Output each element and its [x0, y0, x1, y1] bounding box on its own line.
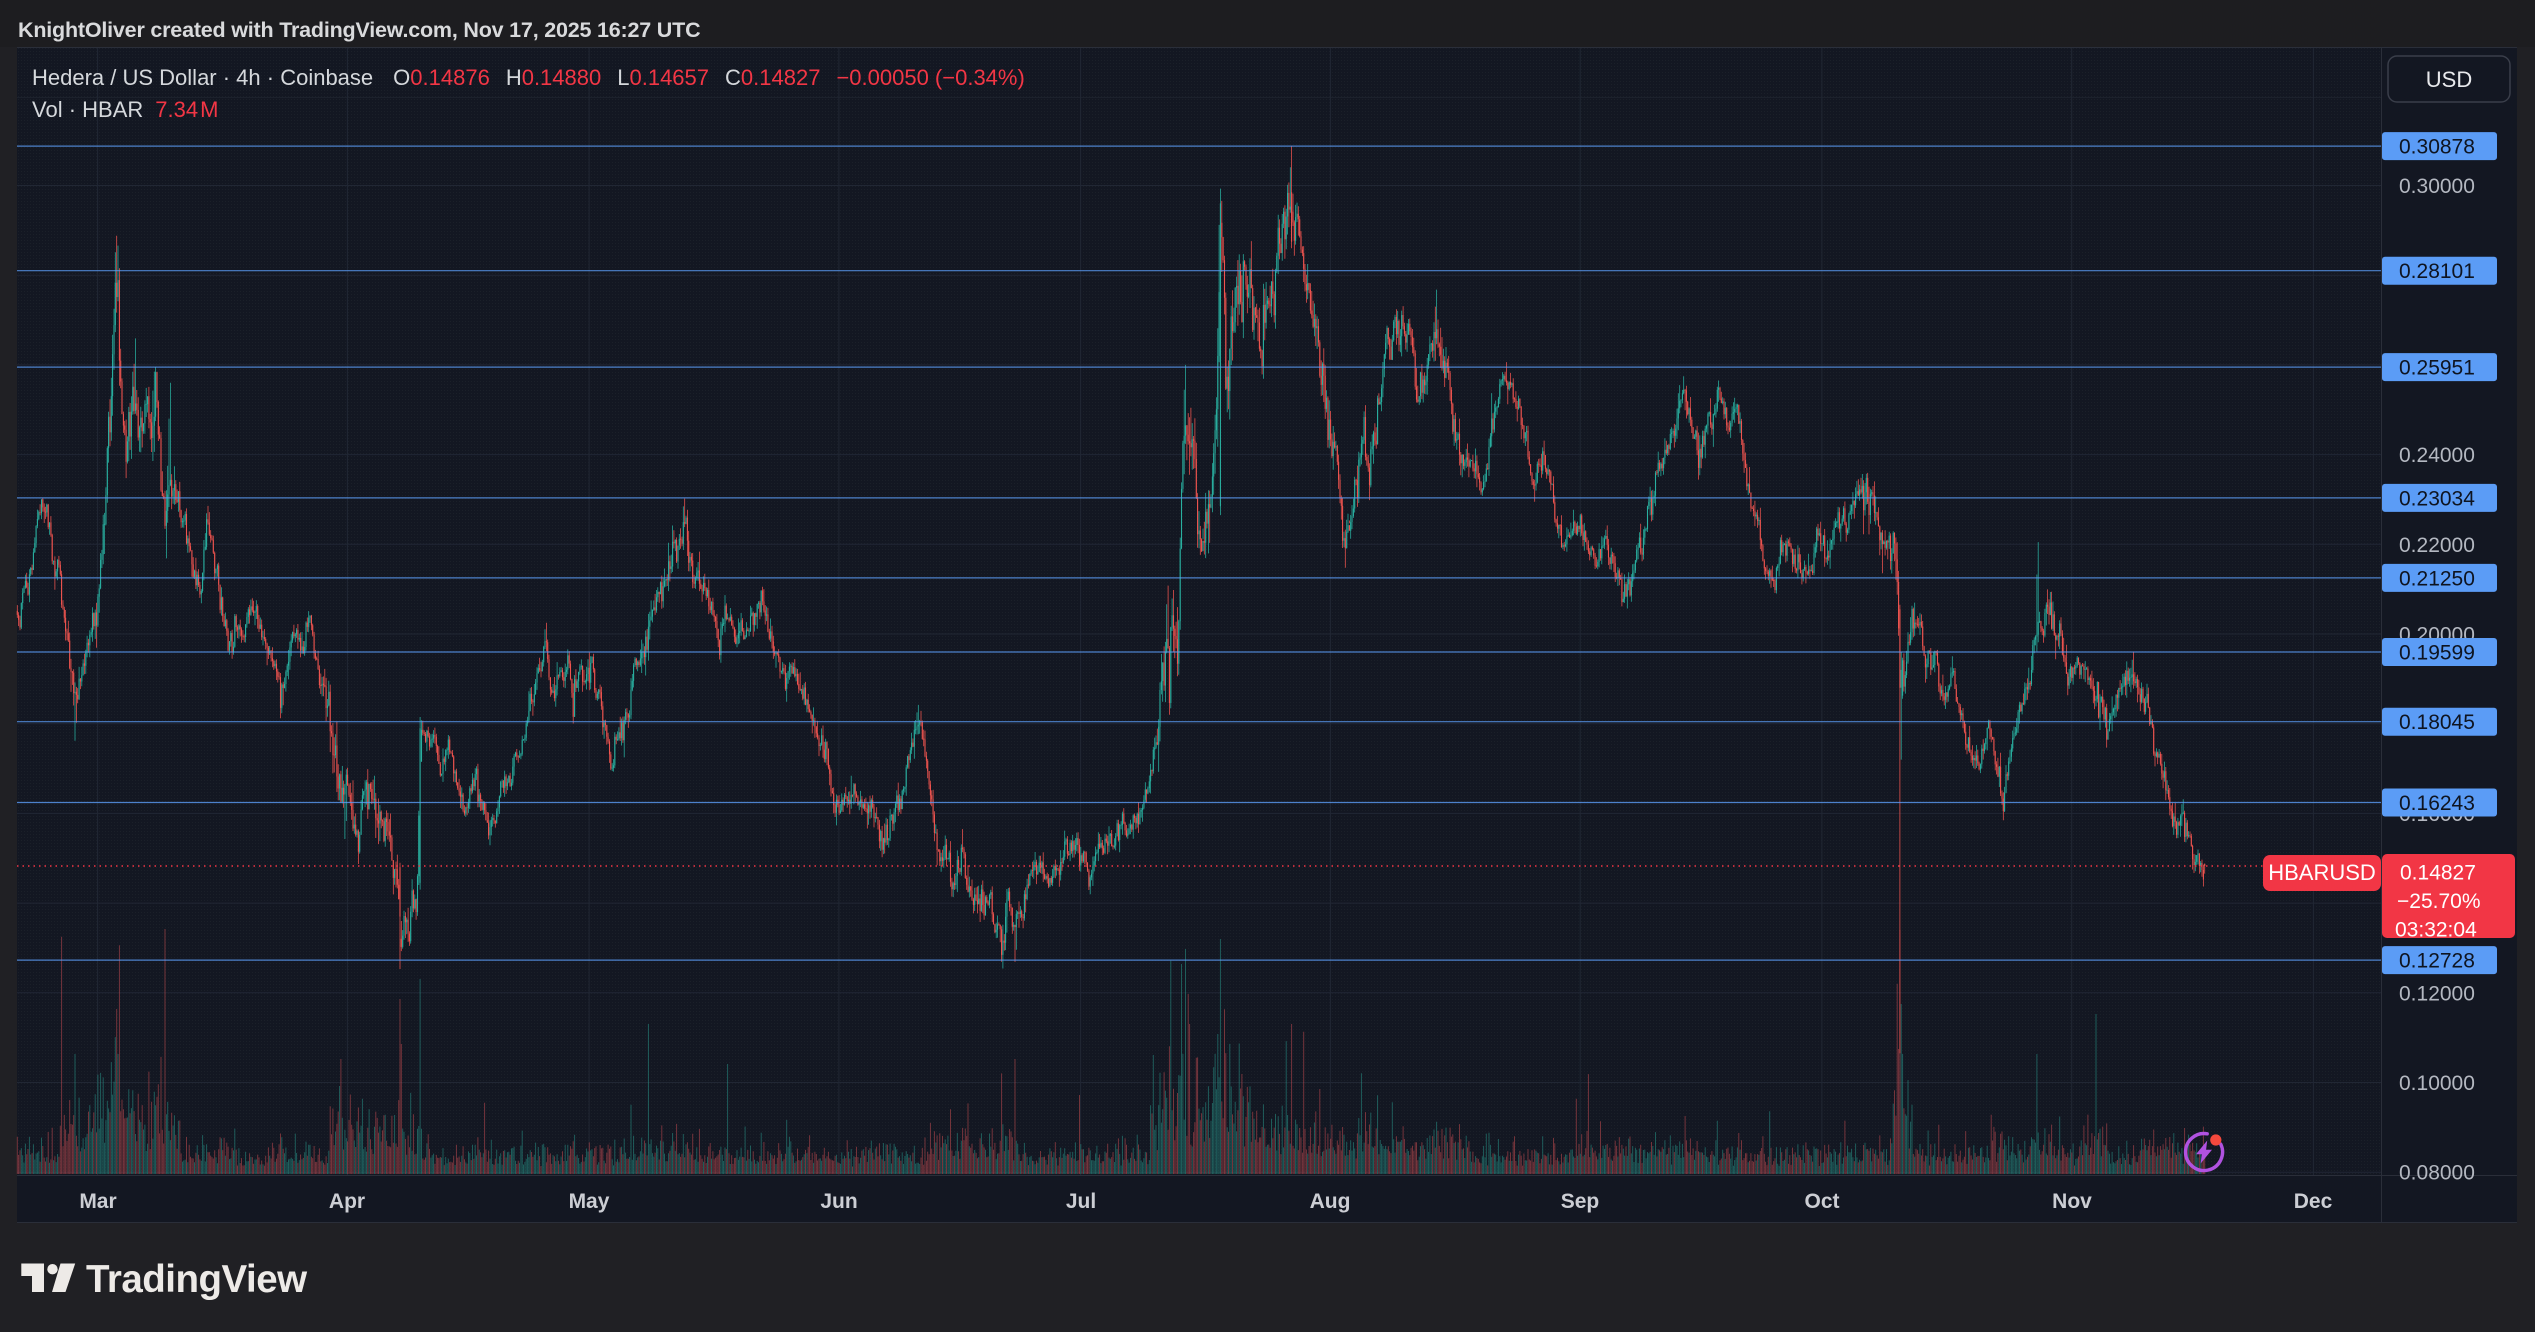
svg-text:Dec: Dec — [2294, 1190, 2333, 1213]
svg-text:USD: USD — [2426, 67, 2472, 92]
svg-text:Jul: Jul — [1066, 1190, 1096, 1213]
svg-text:0.14827: 0.14827 — [2400, 862, 2476, 885]
svg-text:0.12728: 0.12728 — [2399, 950, 2475, 973]
svg-text:−25.70%: −25.70% — [2397, 890, 2481, 913]
svg-text:0.08000: 0.08000 — [2399, 1162, 2475, 1185]
svg-text:0.12000: 0.12000 — [2399, 982, 2475, 1005]
svg-text:0.19599: 0.19599 — [2399, 642, 2475, 665]
svg-text:0.30000: 0.30000 — [2399, 175, 2475, 198]
svg-text:Jun: Jun — [820, 1190, 857, 1213]
svg-text:0.28101: 0.28101 — [2399, 260, 2475, 283]
svg-text:0.10000: 0.10000 — [2399, 1072, 2475, 1095]
svg-text:03:32:04: 03:32:04 — [2395, 919, 2477, 942]
svg-text:0.16243: 0.16243 — [2399, 792, 2475, 815]
svg-text:Nov: Nov — [2052, 1190, 2092, 1213]
svg-text:0.18045: 0.18045 — [2399, 711, 2475, 734]
svg-text:Aug: Aug — [1310, 1190, 1351, 1213]
svg-text:Mar: Mar — [79, 1190, 116, 1213]
svg-text:0.24000: 0.24000 — [2399, 444, 2475, 467]
svg-text:0.25951: 0.25951 — [2399, 357, 2475, 380]
svg-text:May: May — [569, 1190, 610, 1213]
svg-text:0.21250: 0.21250 — [2399, 567, 2475, 590]
svg-text:Hedera / US Dollar · 4h · Coin: Hedera / US Dollar · 4h · Coinbase O0.148… — [32, 65, 1025, 90]
svg-text:Apr: Apr — [329, 1190, 365, 1213]
svg-text:0.22000: 0.22000 — [2399, 534, 2475, 557]
svg-text:Oct: Oct — [1804, 1190, 1839, 1213]
svg-text:0.23034: 0.23034 — [2399, 487, 2475, 510]
svg-text:HBARUSD: HBARUSD — [2268, 860, 2376, 885]
svg-text:Sep: Sep — [1561, 1190, 1600, 1213]
svg-text:TradingView: TradingView — [86, 1258, 308, 1301]
svg-text:KnightOliver created with Trad: KnightOliver created with TradingView.co… — [18, 18, 700, 42]
svg-text:0.30878: 0.30878 — [2399, 136, 2475, 159]
